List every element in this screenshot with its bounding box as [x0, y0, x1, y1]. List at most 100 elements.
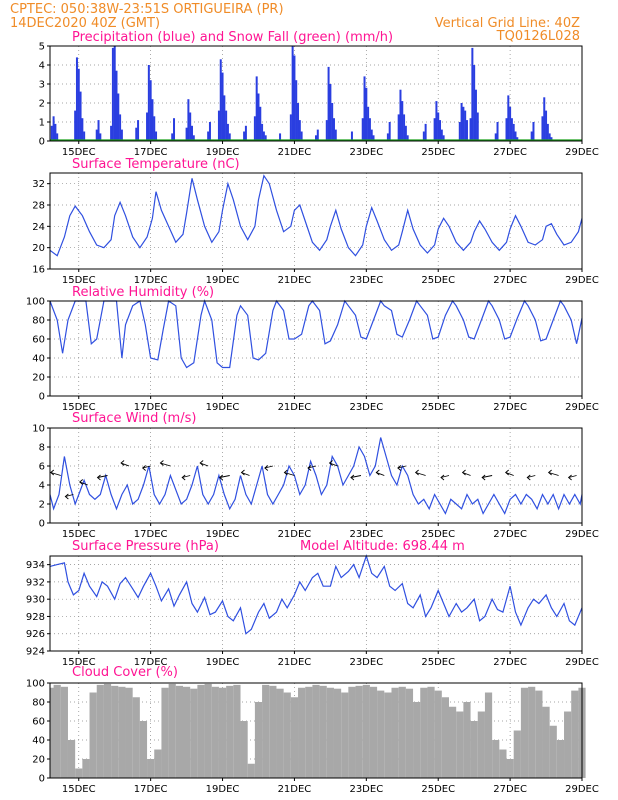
rh-ytick-label-2: 40: [32, 354, 45, 365]
rh-frame: [49, 300, 583, 397]
precip-bar: [435, 101, 438, 141]
cloud-ytick-label-0: 0: [39, 774, 45, 785]
humidity-panel: Relative Humidity (%) 0 20 40 60 80 100 15DEC 1…: [26, 285, 599, 413]
cloud-bar: [226, 685, 234, 778]
rh-xtick-label-0: 15DEC: [62, 402, 96, 413]
cloud-bar: [549, 725, 557, 778]
wind-arrowhead: [397, 465, 402, 471]
precip-bar: [171, 133, 174, 141]
precip-bar: [548, 133, 551, 141]
precip-bar: [399, 89, 402, 141]
precip-bar: [243, 131, 246, 141]
precip-bar: [505, 118, 508, 141]
precip-bar: [137, 120, 140, 141]
precip-ytick-label-0: 0: [39, 137, 45, 148]
precip-bar: [350, 131, 353, 141]
cloud-bar: [305, 686, 313, 778]
wind-arrowhead: [504, 469, 509, 476]
precip-bar: [173, 118, 176, 141]
wind-arrowhead: [375, 469, 380, 476]
cloud-frame: [49, 682, 583, 779]
cloud-bar: [556, 740, 565, 778]
wind-ytick-label-1: 2: [39, 500, 45, 511]
precip-bar: [135, 127, 138, 141]
precip-bar: [208, 122, 211, 141]
precip-bar: [117, 93, 120, 141]
rh-xtick-label-1: 17DEC: [134, 402, 168, 413]
precip-bar: [476, 112, 479, 141]
precip-bar: [406, 135, 409, 141]
wind-arrowhead: [240, 469, 245, 476]
wind-arrowhead: [141, 465, 146, 471]
wind-series-line: [49, 437, 583, 515]
precip-bar: [316, 129, 319, 141]
wind-arrow: [329, 462, 338, 467]
cloud-bar: [405, 688, 414, 778]
precip-bar: [110, 125, 113, 141]
precip-bar: [510, 118, 513, 141]
precip-bar: [56, 133, 59, 141]
cloud-bar: [571, 690, 579, 778]
cloud-bar: [132, 697, 140, 778]
precip-ytick-label-1: 1: [39, 118, 45, 129]
wind-arrow: [350, 475, 362, 478]
wind-xtick-label-1: 17DEC: [134, 529, 168, 540]
wind-arrowhead: [547, 469, 552, 476]
cloud-bar: [175, 685, 183, 778]
wind-arrow: [65, 494, 74, 497]
wind-arrowhead: [96, 474, 101, 481]
precip-bar: [532, 122, 535, 141]
temp-ytick-label-4: 32: [32, 179, 45, 190]
header-model-id: TQ0126L028: [496, 29, 580, 44]
cloud-bar: [528, 686, 536, 778]
cloud-bar: [269, 685, 277, 778]
precip-bar: [217, 110, 220, 141]
cloud-bar: [348, 686, 356, 778]
pressure-xtick-label-2: 19DEC: [206, 657, 240, 668]
precip-xtick-label-2: 19DEC: [206, 147, 240, 158]
precip-bar: [75, 57, 78, 141]
precip-bar: [244, 125, 247, 141]
cloud-xtick-label-7: 29DEC: [565, 784, 599, 795]
cloud-bar: [197, 684, 205, 778]
precip-bar: [424, 123, 427, 141]
cloud-bar: [254, 702, 263, 778]
precip-bar: [289, 114, 292, 141]
pressure-ytick-label-2: 928: [26, 612, 45, 623]
precip-bar: [422, 131, 425, 141]
cloud-bar: [434, 690, 442, 778]
wind-arrowhead: [307, 465, 312, 471]
cloud-xtick-label-0: 15DEC: [62, 784, 96, 795]
wind-arrow: [307, 465, 317, 469]
cloud-bar: [262, 684, 270, 778]
cloud-bar: [369, 686, 378, 778]
pressure-xtick-label-7: 29DEC: [565, 657, 599, 668]
precip-bar: [512, 123, 515, 141]
precip-bar: [496, 122, 499, 141]
precip-bar: [146, 112, 149, 141]
cloud-bar: [190, 688, 198, 778]
wind-title: Surface Wind (m/s): [72, 411, 196, 426]
precip-bar: [331, 103, 334, 141]
cloud-xtick-label-1: 17DEC: [134, 784, 168, 795]
temp-ytick-label-3: 28: [32, 201, 45, 212]
wind-arrowhead: [50, 469, 55, 476]
model-altitude-label: Model Altitude: 698.44 m: [300, 539, 465, 554]
precip-bar: [295, 80, 298, 141]
precip-bar: [255, 76, 258, 141]
precip-bar: [474, 89, 477, 141]
wind-arrow: [415, 472, 426, 476]
precip-bar: [95, 129, 98, 141]
precip-bar: [550, 137, 553, 141]
cloud-bar: [82, 759, 90, 778]
precip-bar: [363, 76, 366, 141]
precip-bar: [50, 125, 53, 141]
temperature-title: Surface Temperature (nC): [72, 157, 240, 172]
cloud-bar: [484, 692, 493, 778]
cloud-bar: [154, 749, 162, 778]
precip-bar: [386, 133, 389, 141]
precip-bar: [397, 114, 400, 141]
precip-bar: [543, 97, 546, 141]
precip-bar: [147, 65, 150, 141]
precip-bar: [219, 59, 222, 141]
